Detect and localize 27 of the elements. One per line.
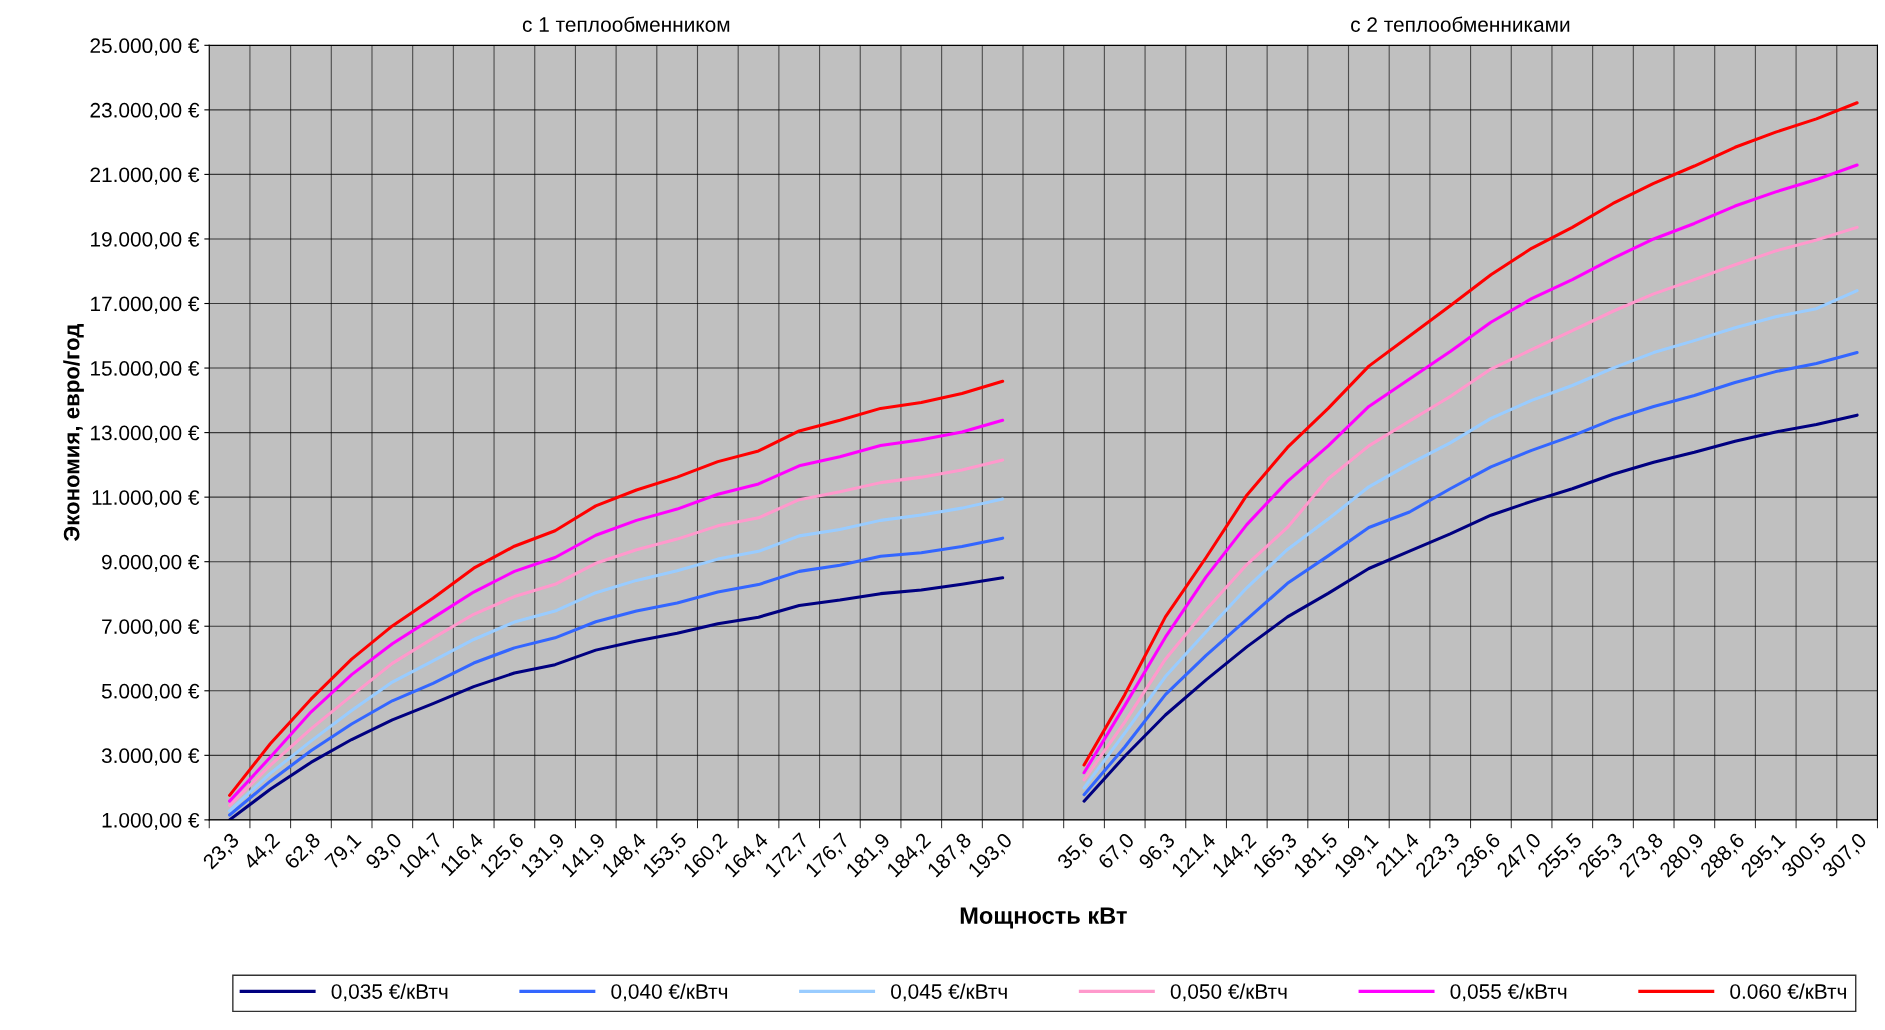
text: с 1 теплообменником (522, 16, 730, 32)
y-tick-label: 1.000,00 € (102, 812, 200, 831)
x-tick-label: 44,2 (242, 832, 283, 872)
y-tick-label: 9.000,00 € (102, 554, 200, 572)
y-axis-title: Экономия, евро/год (63, 324, 84, 541)
x-tick-label: 62,8 (283, 832, 323, 872)
legend-label: 0.060 €/кВтч (1730, 983, 1846, 999)
legend-label: 0,055 €/кВтч (1450, 983, 1567, 1002)
y-tick-label: 5.000,00 € (101, 683, 200, 701)
legend-label: 0,050 €/кВтч (1170, 983, 1287, 1002)
y-tick-label: 15.000,00 € (91, 361, 200, 379)
y-tick-label: 13.000,00 € (91, 425, 200, 443)
legend-label: 0,035 €/кВтч (331, 983, 448, 1002)
y-tick-label: 25.000,00 € (90, 38, 200, 56)
legend-label: 0,045 €/кВтч (891, 983, 1007, 1002)
legend-label: 0,040 €/кВтч (611, 983, 728, 1002)
y-tick-label: 7.000,00 € (102, 619, 200, 637)
text: с 2 теплообменниками (1351, 16, 1570, 32)
y-tick-label: 21.000,00 € (90, 167, 200, 185)
y-tick-label: 3.000,00 € (101, 748, 200, 766)
x-tick-label: 67,0 (1097, 831, 1137, 872)
x-axis-title: Мощность кВт (960, 907, 1127, 929)
y-tick-label: 11.000,00 € (92, 490, 200, 508)
y-tick-label: 17.000,00 € (91, 296, 200, 314)
x-tick-label: 79,1 (324, 832, 364, 872)
y-tick-label: 19.000,00 € (91, 231, 200, 250)
y-tick-label: 23.000,00 € (90, 102, 200, 121)
